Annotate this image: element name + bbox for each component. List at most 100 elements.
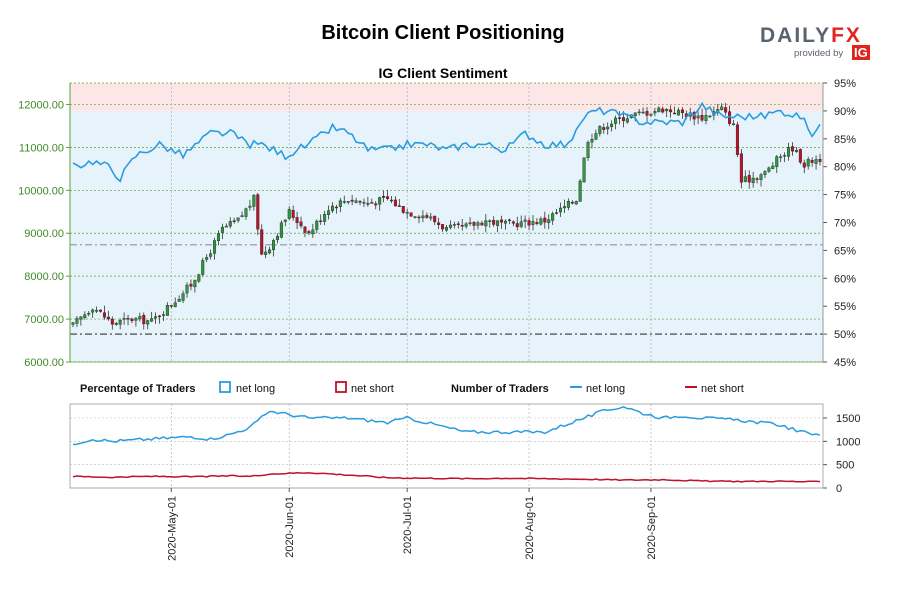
candle-body xyxy=(665,109,669,112)
candle-body xyxy=(319,220,323,222)
candle-body xyxy=(775,156,779,167)
dailyfx-logo: DAILYFX provided by IG xyxy=(760,24,870,64)
candle-body xyxy=(401,205,405,213)
candle-body xyxy=(739,153,743,183)
logo-provided-by: provided by xyxy=(794,48,844,59)
candle-body xyxy=(617,117,621,119)
candle-body xyxy=(291,210,295,218)
candle-body xyxy=(649,113,653,116)
candle-body xyxy=(91,309,95,313)
candle-body xyxy=(126,317,130,320)
price-tick-label: 10000.00 xyxy=(18,185,64,197)
candle-body xyxy=(787,147,791,157)
net-short-count-line xyxy=(72,472,821,483)
x-tick-label: 2020-May-01 xyxy=(166,496,178,561)
candle-body xyxy=(507,219,511,222)
candle-body xyxy=(405,211,409,214)
candle-body xyxy=(232,220,236,222)
candle-body xyxy=(154,316,158,319)
trader-count-panel: 0 500 1000 1500 xyxy=(69,403,860,495)
candle-body xyxy=(110,318,114,325)
candle-body xyxy=(566,201,570,208)
candle-body xyxy=(582,157,586,183)
candle-body xyxy=(264,251,268,255)
candle-body xyxy=(350,199,354,202)
candle-body xyxy=(346,201,350,203)
candle-body xyxy=(806,158,810,167)
candle-body xyxy=(134,318,138,321)
candle-body xyxy=(468,222,472,224)
candle-body xyxy=(307,231,311,234)
candle-body xyxy=(759,174,763,180)
long-sentiment-band xyxy=(70,110,823,363)
candle-body xyxy=(189,283,193,287)
candle-body xyxy=(213,240,217,254)
candle-body xyxy=(311,229,315,235)
candle-body xyxy=(818,159,822,162)
count-tick-label: 0 xyxy=(836,483,842,495)
candle-body xyxy=(586,142,590,158)
candle-body xyxy=(602,127,606,130)
candle-body xyxy=(779,156,783,159)
candle-body xyxy=(272,240,276,251)
candle-body xyxy=(83,314,87,318)
candle-body xyxy=(252,194,256,207)
candle-body xyxy=(303,226,307,233)
net-long-pct-line xyxy=(72,101,821,183)
candle-body xyxy=(704,115,708,121)
candle-body xyxy=(378,197,382,205)
price-tick-label: 6000.00 xyxy=(24,357,64,369)
price-tick-label: 11000.00 xyxy=(19,142,64,154)
candle-body xyxy=(559,207,563,213)
x-axis: 2020-May-01 2020-Jun-01 2020-Jul-01 2020-Au… xyxy=(166,488,658,561)
candle-body xyxy=(574,201,578,205)
candle-body xyxy=(209,253,213,257)
candle-body xyxy=(169,305,173,307)
candle-body xyxy=(99,309,103,312)
candle-body xyxy=(441,224,445,230)
candle-body xyxy=(653,111,657,114)
candle-body xyxy=(590,139,594,143)
pct-tick-label: 60% xyxy=(834,273,856,285)
candle-body xyxy=(374,203,378,206)
candle-body xyxy=(397,205,401,207)
candle-body xyxy=(244,208,248,217)
candle-body xyxy=(669,109,673,113)
candle-body xyxy=(755,178,759,180)
candle-body xyxy=(614,117,618,124)
candle-body xyxy=(500,219,504,223)
candle-body xyxy=(87,312,91,315)
candle-body xyxy=(570,202,574,204)
candle-body xyxy=(452,224,456,226)
legend-pct-long-swatch xyxy=(219,381,231,393)
candle-body xyxy=(802,162,806,168)
candle-body xyxy=(708,115,712,118)
candle-body xyxy=(496,220,500,226)
candle-body xyxy=(413,216,417,218)
candle-body xyxy=(696,115,700,119)
candle-body xyxy=(472,221,476,226)
candle-body xyxy=(476,222,480,226)
candle-body xyxy=(555,212,559,214)
candle-body xyxy=(641,111,645,114)
candle-body xyxy=(275,235,279,241)
candle-body xyxy=(492,220,496,225)
candle-body xyxy=(102,312,106,318)
legend-pct-long-label: net long xyxy=(236,383,275,395)
candle-body xyxy=(122,318,126,320)
candle-body xyxy=(330,205,334,212)
candle-body xyxy=(393,199,397,207)
x-tick-label: 2020-Jul-01 xyxy=(402,496,414,554)
candle-body xyxy=(256,194,260,230)
candle-body xyxy=(118,319,122,325)
price-tick-label: 12000.00 xyxy=(18,99,64,111)
candle-body xyxy=(547,219,551,224)
pct-tick-label: 85% xyxy=(834,134,856,146)
legend: Percentage of Traders net long net short… xyxy=(80,381,744,395)
candle-body xyxy=(421,215,425,219)
candle-body xyxy=(185,284,189,294)
candle-body xyxy=(417,216,421,219)
candle-body xyxy=(783,155,787,157)
candle-body xyxy=(657,107,661,113)
candle-body xyxy=(382,196,386,198)
